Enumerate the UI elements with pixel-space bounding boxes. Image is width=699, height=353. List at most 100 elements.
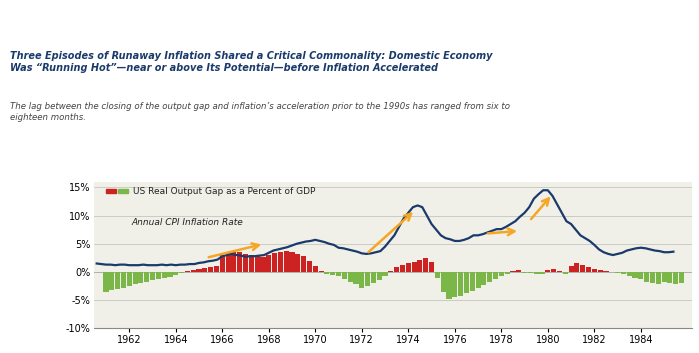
Bar: [226, 252, 231, 272]
Bar: [284, 251, 289, 272]
Bar: [261, 257, 266, 272]
Bar: [598, 270, 603, 272]
Bar: [156, 272, 161, 279]
Bar: [138, 272, 143, 283]
Bar: [592, 269, 597, 272]
Bar: [324, 272, 329, 274]
Text: US Real Output Gap as a Percent of GDP: US Real Output Gap as a Percent of GDP: [133, 187, 315, 196]
Bar: [127, 272, 132, 286]
Bar: [557, 271, 562, 272]
Bar: [330, 272, 336, 275]
Bar: [121, 272, 126, 288]
Bar: [575, 263, 579, 272]
Bar: [196, 269, 201, 272]
Bar: [219, 255, 225, 272]
Bar: [307, 261, 312, 272]
Bar: [237, 252, 243, 272]
Bar: [510, 271, 515, 272]
Bar: [289, 252, 294, 272]
Bar: [417, 259, 422, 272]
Bar: [470, 272, 475, 291]
Bar: [668, 272, 672, 283]
Bar: [650, 272, 655, 283]
Bar: [528, 272, 533, 273]
Bar: [580, 265, 585, 272]
Bar: [109, 272, 115, 290]
Bar: [475, 272, 481, 288]
Text: Three Episodes of Runaway Inflation Shared a Critical Commonality: Domestic Econ: Three Episodes of Runaway Inflation Shar…: [10, 51, 493, 73]
Bar: [603, 271, 609, 272]
Bar: [371, 272, 376, 283]
Bar: [540, 272, 545, 274]
Bar: [191, 270, 196, 272]
Bar: [202, 268, 208, 272]
Bar: [551, 269, 556, 272]
Text: Annual CPI Inflation Rate: Annual CPI Inflation Rate: [131, 218, 243, 227]
Bar: [661, 272, 667, 282]
Bar: [214, 266, 219, 272]
Bar: [254, 256, 260, 272]
Bar: [144, 272, 150, 282]
Bar: [185, 271, 190, 272]
Bar: [464, 272, 469, 293]
Bar: [493, 272, 498, 279]
Bar: [365, 272, 370, 286]
Bar: [336, 272, 341, 276]
Bar: [458, 272, 463, 295]
Bar: [499, 272, 504, 276]
Bar: [161, 272, 166, 278]
Bar: [301, 256, 306, 272]
Bar: [505, 272, 510, 274]
Bar: [435, 272, 440, 277]
Bar: [354, 272, 359, 285]
Bar: [179, 272, 184, 273]
Bar: [423, 258, 428, 272]
Bar: [533, 272, 539, 274]
Bar: [627, 272, 632, 276]
Bar: [319, 271, 324, 272]
Bar: [208, 268, 213, 272]
FancyBboxPatch shape: [106, 189, 117, 193]
Bar: [487, 272, 492, 282]
Bar: [133, 272, 138, 285]
Bar: [429, 262, 434, 272]
Bar: [150, 272, 155, 280]
Bar: [586, 268, 591, 272]
Bar: [312, 266, 318, 272]
Bar: [243, 254, 248, 272]
Bar: [359, 272, 364, 288]
Bar: [452, 272, 457, 297]
FancyBboxPatch shape: [117, 189, 128, 193]
Bar: [295, 254, 301, 272]
Bar: [278, 252, 283, 272]
Bar: [167, 272, 173, 277]
Bar: [482, 272, 487, 285]
Bar: [615, 272, 620, 273]
Bar: [440, 272, 446, 292]
Bar: [679, 272, 684, 283]
Bar: [103, 272, 108, 292]
Bar: [638, 272, 643, 279]
Bar: [621, 272, 626, 274]
Bar: [568, 266, 574, 272]
Bar: [633, 272, 637, 277]
Bar: [656, 272, 661, 285]
Bar: [394, 268, 399, 272]
Bar: [673, 272, 678, 285]
Bar: [231, 251, 236, 272]
Bar: [347, 272, 353, 282]
Bar: [644, 272, 649, 282]
Bar: [272, 253, 277, 272]
Bar: [412, 262, 417, 272]
Bar: [342, 272, 347, 279]
Bar: [377, 272, 382, 280]
Bar: [563, 272, 568, 274]
Bar: [249, 255, 254, 272]
Text: The lag between the closing of the output gap and inflation’s acceleration prior: The lag between the closing of the outpu…: [10, 102, 510, 122]
Bar: [389, 271, 394, 272]
Bar: [400, 265, 405, 272]
Bar: [522, 272, 527, 273]
Bar: [545, 270, 550, 272]
Bar: [405, 263, 411, 272]
Bar: [173, 272, 178, 275]
